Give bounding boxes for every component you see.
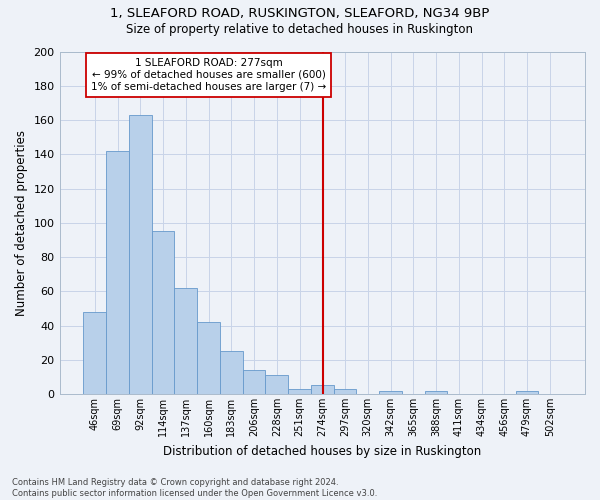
- Bar: [242, 370, 265, 394]
- X-axis label: Distribution of detached houses by size in Ruskington: Distribution of detached houses by size …: [163, 444, 481, 458]
- Text: Contains HM Land Registry data © Crown copyright and database right 2024.
Contai: Contains HM Land Registry data © Crown c…: [12, 478, 377, 498]
- Bar: [83, 312, 106, 394]
- Bar: [129, 115, 152, 394]
- Y-axis label: Number of detached properties: Number of detached properties: [15, 130, 28, 316]
- Bar: [152, 232, 175, 394]
- Bar: [265, 375, 288, 394]
- Bar: [515, 390, 538, 394]
- Bar: [425, 390, 448, 394]
- Bar: [288, 389, 311, 394]
- Text: 1 SLEAFORD ROAD: 277sqm
← 99% of detached houses are smaller (600)
1% of semi-de: 1 SLEAFORD ROAD: 277sqm ← 99% of detache…: [91, 58, 326, 92]
- Bar: [106, 151, 129, 394]
- Bar: [311, 386, 334, 394]
- Bar: [197, 322, 220, 394]
- Text: Size of property relative to detached houses in Ruskington: Size of property relative to detached ho…: [127, 22, 473, 36]
- Bar: [220, 351, 242, 394]
- Text: 1, SLEAFORD ROAD, RUSKINGTON, SLEAFORD, NG34 9BP: 1, SLEAFORD ROAD, RUSKINGTON, SLEAFORD, …: [110, 8, 490, 20]
- Bar: [379, 390, 402, 394]
- Bar: [175, 288, 197, 394]
- Bar: [334, 389, 356, 394]
